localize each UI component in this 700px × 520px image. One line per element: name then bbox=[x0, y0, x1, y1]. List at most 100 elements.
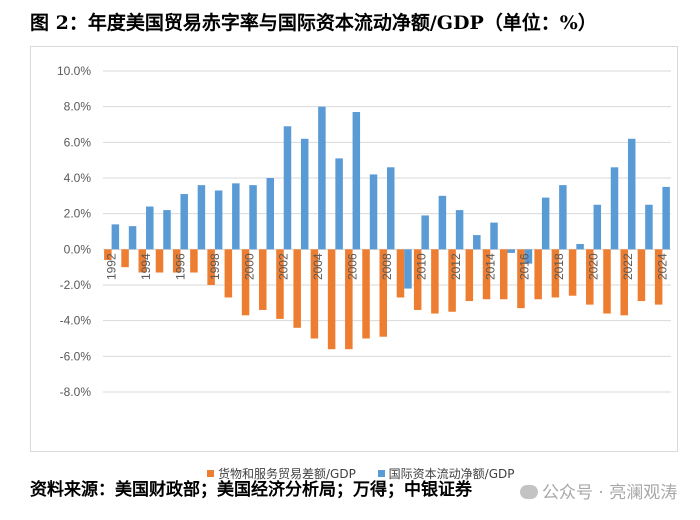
x-tick-label: 2014 bbox=[483, 253, 497, 280]
bar-capital-flow bbox=[197, 185, 206, 250]
x-tick-label: 2020 bbox=[587, 253, 601, 280]
bar-capital-flow bbox=[249, 185, 257, 250]
bar-trade-balance bbox=[620, 249, 628, 316]
bar-trade-balance bbox=[190, 249, 198, 273]
x-tick-label: 2008 bbox=[380, 253, 394, 280]
bar-capital-flow bbox=[524, 249, 533, 264]
bar-trade-balance bbox=[293, 249, 301, 328]
bar-trade-balance bbox=[276, 249, 284, 319]
bar-capital-flow bbox=[146, 206, 154, 250]
bar-trade-balance bbox=[603, 249, 611, 314]
bar-trade-balance bbox=[482, 249, 491, 300]
bar-trade-balance bbox=[517, 249, 525, 309]
y-tick-label: 8.0% bbox=[64, 100, 92, 114]
x-tick-label: 1994 bbox=[139, 253, 153, 280]
bar-capital-flow bbox=[111, 224, 120, 250]
y-tick-label: 4.0% bbox=[64, 171, 92, 185]
bar-trade-balance bbox=[586, 249, 594, 305]
x-tick-label: 1996 bbox=[173, 253, 187, 280]
x-tick-label: 2002 bbox=[277, 253, 291, 280]
bar-trade-balance bbox=[465, 249, 474, 302]
bar-capital-flow bbox=[283, 126, 292, 250]
x-tick-label: 2016 bbox=[518, 253, 532, 280]
bar-capital-flow bbox=[266, 178, 275, 250]
bar-trade-balance bbox=[379, 249, 387, 337]
bar-capital-flow bbox=[455, 210, 464, 250]
bar-trade-balance bbox=[104, 249, 112, 261]
bar-capital-flow bbox=[387, 167, 395, 250]
legend-label-trade: 货物和服务贸易差额/GDP bbox=[218, 467, 356, 481]
bar-capital-flow bbox=[128, 226, 137, 250]
x-tick-label: 2018 bbox=[552, 253, 566, 280]
bar-trade-balance bbox=[551, 249, 560, 298]
bar-trade-balance bbox=[155, 249, 164, 273]
bar-chart: 10.0% 8.0% 6.0% 4.0% 2.0% 0.0% -2.0% -4.0% -6.0%… bbox=[57, 64, 671, 399]
bar-capital-flow bbox=[473, 235, 481, 250]
y-tick-label: -8.0% bbox=[60, 385, 92, 399]
bar-trade-balance bbox=[310, 249, 319, 339]
bar-capital-flow bbox=[369, 174, 378, 250]
x-tick-label: 2012 bbox=[449, 253, 463, 280]
bar-capital-flow bbox=[627, 138, 636, 250]
watermark: 公众号 · 亮澜观涛 bbox=[520, 478, 677, 503]
y-tick-label: 10.0% bbox=[57, 64, 91, 78]
bar-trade-balance bbox=[224, 249, 233, 298]
bar-capital-flow bbox=[214, 190, 223, 250]
bar-trade-balance bbox=[534, 249, 542, 300]
legend-item-trade: 货物和服务贸易差额/GDP bbox=[207, 465, 356, 482]
bar-trade-balance bbox=[327, 249, 336, 350]
bar-capital-flow bbox=[404, 249, 412, 289]
x-tick-label: 1992 bbox=[105, 253, 119, 280]
chart-title: 图 2：年度美国贸易赤字率与国际资本流动净额/GDP（单位：%） bbox=[30, 12, 597, 34]
bar-trade-balance bbox=[345, 249, 353, 350]
bar-trade-balance bbox=[431, 249, 439, 314]
bar-trade-balance bbox=[499, 249, 508, 300]
bar-trade-balance bbox=[568, 249, 577, 296]
bar-capital-flow bbox=[180, 194, 188, 250]
y-tick-label: -4.0% bbox=[60, 314, 92, 328]
wechat-icon bbox=[520, 485, 538, 499]
x-tick-label: 1998 bbox=[208, 253, 222, 280]
x-tick-label: 2010 bbox=[414, 253, 428, 280]
y-tick-label: 0.0% bbox=[64, 242, 92, 256]
bar-capital-flow bbox=[232, 183, 240, 250]
x-tick-label: 2004 bbox=[311, 253, 325, 280]
bar-capital-flow bbox=[163, 210, 171, 250]
y-tick-label: 2.0% bbox=[64, 207, 92, 221]
watermark-text: 公众号 · 亮澜观涛 bbox=[542, 483, 678, 503]
y-tick-label: 6.0% bbox=[64, 135, 92, 149]
bar-trade-balance bbox=[207, 249, 215, 285]
chart-frame: 10.0% 8.0% 6.0% 4.0% 2.0% 0.0% -2.0% -4.0% -6.0%… bbox=[30, 46, 678, 481]
bar-capital-flow bbox=[335, 158, 343, 250]
bar-trade-balance bbox=[241, 249, 250, 316]
bar-capital-flow bbox=[421, 215, 429, 250]
legend-swatch-trade bbox=[207, 470, 214, 477]
bar-capital-flow bbox=[610, 167, 619, 250]
bar-capital-flow bbox=[541, 197, 550, 250]
bar-capital-flow bbox=[352, 112, 361, 250]
bar-trade-balance bbox=[448, 249, 456, 312]
bar-capital-flow bbox=[576, 243, 584, 250]
y-tick-label: -6.0% bbox=[60, 349, 92, 363]
legend-item-capital: 国际资本流动净额/GDP bbox=[377, 465, 515, 482]
bar-capital-flow bbox=[645, 204, 653, 250]
bar-capital-flow bbox=[490, 222, 498, 250]
bar-trade-balance bbox=[654, 249, 663, 305]
bar-capital-flow bbox=[507, 249, 515, 253]
bar-trade-balance bbox=[172, 249, 181, 273]
bar-capital-flow bbox=[300, 138, 309, 250]
bar-capital-flow bbox=[559, 185, 567, 250]
bar-trade-balance bbox=[637, 249, 646, 302]
bar-capital-flow bbox=[593, 204, 602, 250]
legend-swatch-capital bbox=[377, 470, 385, 477]
legend-label-capital: 国际资本流动净额/GDP bbox=[388, 467, 515, 481]
bar-trade-balance bbox=[362, 249, 370, 339]
bar-trade-balance bbox=[259, 249, 267, 310]
source-note: 资料来源：美国财政部；美国经济分析局；万得；中银证券 bbox=[30, 480, 472, 500]
x-tick-label: 2024 bbox=[655, 253, 669, 280]
bar-trade-balance bbox=[413, 249, 422, 310]
x-tick-label: 2022 bbox=[621, 253, 635, 280]
chart-legend: 货物和服务贸易差额/GDP 国际资本流动净额/GDP bbox=[207, 465, 532, 482]
x-tick-label: 2000 bbox=[242, 253, 256, 280]
bar-trade-balance bbox=[138, 249, 147, 273]
